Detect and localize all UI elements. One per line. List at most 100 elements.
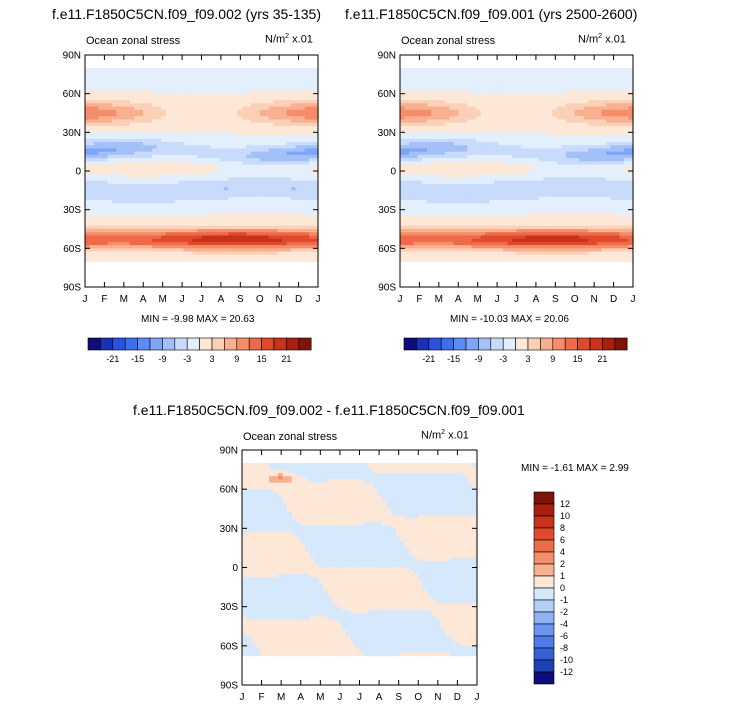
heatmap-cell	[232, 248, 238, 253]
heatmap-cell	[503, 203, 509, 208]
heatmap-cell	[435, 229, 441, 233]
heatmap-cell	[174, 245, 180, 249]
heatmap-cell	[214, 209, 221, 214]
heatmap-cell	[129, 100, 135, 104]
heatmap-cell	[313, 174, 319, 179]
heatmap-cell	[304, 203, 310, 208]
heatmap-cell	[295, 167, 301, 172]
heatmap-cell	[85, 196, 91, 201]
heatmap-cell	[431, 229, 437, 233]
heatmap-cell	[480, 93, 486, 98]
heatmap-cell	[107, 196, 113, 201]
heatmap-cell	[152, 187, 158, 191]
heatmap-cell	[259, 106, 265, 111]
heatmap-cell	[223, 209, 229, 214]
heatmap-cell	[529, 158, 536, 162]
heatmap-cell	[516, 119, 522, 124]
heatmap-cell	[498, 142, 504, 146]
heatmap-cell	[507, 258, 513, 262]
heatmap-cell	[273, 74, 279, 79]
heatmap-cell	[201, 142, 207, 146]
heatmap-cell	[255, 113, 261, 117]
heatmap-cell	[503, 77, 509, 82]
heatmap-cell	[417, 129, 423, 133]
heatmap-cell	[214, 254, 221, 259]
heatmap-cell	[152, 219, 158, 224]
heatmap-cell	[165, 90, 171, 95]
heatmap-cell	[156, 196, 162, 201]
heatmap-cell	[223, 96, 229, 101]
heatmap-cell	[241, 206, 247, 211]
heatmap-cell	[313, 96, 319, 101]
heatmap-cell	[192, 84, 198, 88]
heatmap-cell	[170, 222, 176, 227]
heatmap-cell	[462, 203, 468, 208]
heatmap-cell	[161, 193, 167, 198]
heatmap-cell	[291, 209, 297, 214]
heatmap-cell	[152, 84, 158, 88]
heatmap-cell	[93, 180, 100, 185]
heatmap-cell	[255, 125, 261, 130]
heatmap-cell	[282, 225, 288, 230]
heatmap-cell	[179, 87, 185, 92]
heatmap-cell	[259, 254, 265, 259]
heatmap-cell	[462, 241, 468, 246]
heatmap-cell	[282, 129, 288, 133]
heatmap-cell	[197, 67, 203, 72]
heatmap-cell	[435, 258, 441, 262]
heatmap-cell	[444, 235, 450, 240]
heatmap-cell	[520, 183, 527, 188]
heatmap-cell	[183, 93, 189, 98]
heatmap-cell	[129, 96, 135, 101]
panel-2-title: f.e11.F1850C5CN.f09_f09.001 (yrs 2500-26…	[345, 6, 638, 22]
heatmap-cell	[246, 87, 252, 92]
heatmap-cell	[529, 135, 536, 140]
heatmap-cell	[120, 113, 126, 117]
heatmap-cell	[300, 138, 306, 143]
heatmap-cell	[210, 183, 216, 188]
heatmap-cell	[449, 138, 455, 143]
heatmap-cell	[277, 254, 283, 259]
heatmap-cell	[165, 167, 171, 172]
heatmap-cell	[116, 212, 122, 217]
heatmap-cell	[273, 103, 279, 108]
heatmap-cell	[467, 138, 473, 143]
heatmap-cell	[467, 100, 473, 104]
heatmap-cell	[507, 74, 513, 79]
heatmap-cell	[471, 116, 477, 121]
heatmap-cell	[264, 254, 270, 259]
heatmap-cell	[400, 164, 406, 169]
heatmap-cell	[444, 187, 450, 191]
heatmap-cell	[417, 183, 423, 188]
heatmap-cell	[404, 200, 410, 204]
heatmap-cell	[525, 93, 531, 98]
heatmap-cell	[111, 148, 117, 153]
heatmap-cell	[138, 180, 144, 185]
heatmap-cell	[413, 113, 419, 117]
heatmap-cell	[498, 77, 504, 82]
heatmap-cell	[489, 219, 495, 224]
heatmap-cell	[246, 142, 252, 146]
heatmap-cell	[143, 96, 149, 101]
heatmap-cell	[435, 174, 441, 179]
heatmap-cell	[467, 103, 473, 108]
heatmap-cell	[471, 80, 477, 85]
heatmap-cell	[277, 171, 283, 175]
heatmap-cell	[192, 142, 198, 146]
heatmap-cell	[192, 209, 198, 214]
heatmap-cell	[476, 229, 482, 233]
heatmap-cell	[250, 87, 256, 92]
heatmap-cell	[512, 80, 518, 85]
heatmap-cell	[250, 258, 256, 262]
heatmap-cell	[152, 129, 158, 133]
heatmap-cell	[480, 103, 486, 108]
heatmap-cell	[462, 209, 468, 214]
heatmap-cell	[431, 251, 437, 256]
heatmap-cell	[400, 109, 406, 114]
heatmap-cell	[304, 180, 310, 185]
heatmap-cell	[192, 67, 198, 72]
heatmap-cell	[400, 148, 406, 153]
heatmap-cell	[179, 148, 185, 153]
heatmap-cell	[435, 71, 441, 75]
heatmap-cell	[304, 145, 310, 150]
